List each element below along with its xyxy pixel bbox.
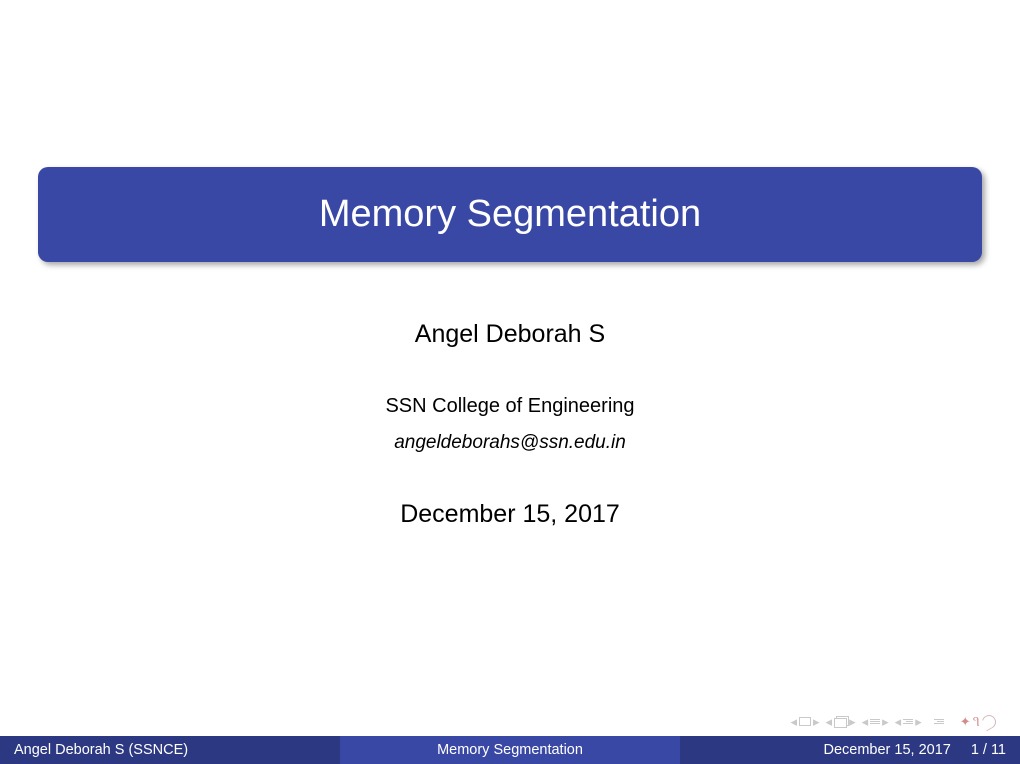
nav-prev-subsection-button[interactable]: ◂ ▸ [862, 714, 889, 730]
appendix-icon[interactable] [934, 719, 944, 724]
footer-date-page: December 15, 2017 1 / 11 [680, 736, 1020, 764]
footer-date-text: December 15, 2017 [823, 742, 950, 758]
page-current: 1 [971, 742, 979, 758]
triangle-right-icon: ▸ [915, 714, 922, 730]
slide-title: Memory Segmentation [319, 193, 701, 236]
triangle-left-icon: ◂ [826, 714, 833, 730]
author-name: Angel Deborah S [0, 320, 1020, 349]
footer-author: Angel Deborah S (SSNCE) [0, 736, 340, 764]
nav-icons: ◂ ▸ ◂ ▸ ◂ ▸ ◂ ▸ ✦ ૧ [790, 713, 996, 730]
triangle-left-icon: ◂ [895, 714, 902, 730]
document-icon [834, 716, 847, 727]
footer-title: Memory Segmentation [340, 736, 680, 764]
nav-first-slide-button[interactable]: ◂ ▸ [790, 714, 819, 730]
page-sep: / [983, 742, 987, 758]
back-icon: ✦ [960, 714, 971, 730]
triangle-right-icon: ▸ [813, 714, 820, 730]
nav-back-forward-button[interactable]: ✦ ૧ [960, 713, 996, 730]
reload-icon [979, 712, 998, 731]
page-total: 11 [991, 742, 1006, 758]
footer-bar: Angel Deborah S (SSNCE) Memory Segmentat… [0, 736, 1020, 764]
triangle-right-icon: ▸ [849, 714, 856, 730]
footer-title-text: Memory Segmentation [437, 742, 583, 758]
date: December 15, 2017 [0, 500, 1020, 529]
page-number: 1 / 11 [971, 742, 1006, 758]
institution-block: SSN College of Engineering angeldeborahs… [0, 395, 1020, 454]
slide-frame-icon [799, 717, 811, 726]
search-icon: ૧ [973, 713, 980, 730]
slide: Memory Segmentation Angel Deborah S SSN … [0, 0, 1020, 764]
triangle-left-icon: ◂ [790, 714, 797, 730]
bars-icon [870, 719, 880, 724]
author-email: angeldeborahs@ssn.edu.in [0, 432, 1020, 454]
triangle-left-icon: ◂ [862, 714, 869, 730]
triangle-right-icon: ▸ [882, 714, 889, 730]
bars-alt-icon [903, 719, 913, 724]
footer-author-text: Angel Deborah S (SSNCE) [14, 742, 188, 758]
title-block: Memory Segmentation [38, 167, 982, 262]
author-block: Angel Deborah S [0, 320, 1020, 349]
institution: SSN College of Engineering [0, 395, 1020, 418]
nav-next-subsection-button[interactable]: ◂ ▸ [895, 714, 922, 730]
nav-prev-section-button[interactable]: ◂ ▸ [826, 714, 856, 730]
